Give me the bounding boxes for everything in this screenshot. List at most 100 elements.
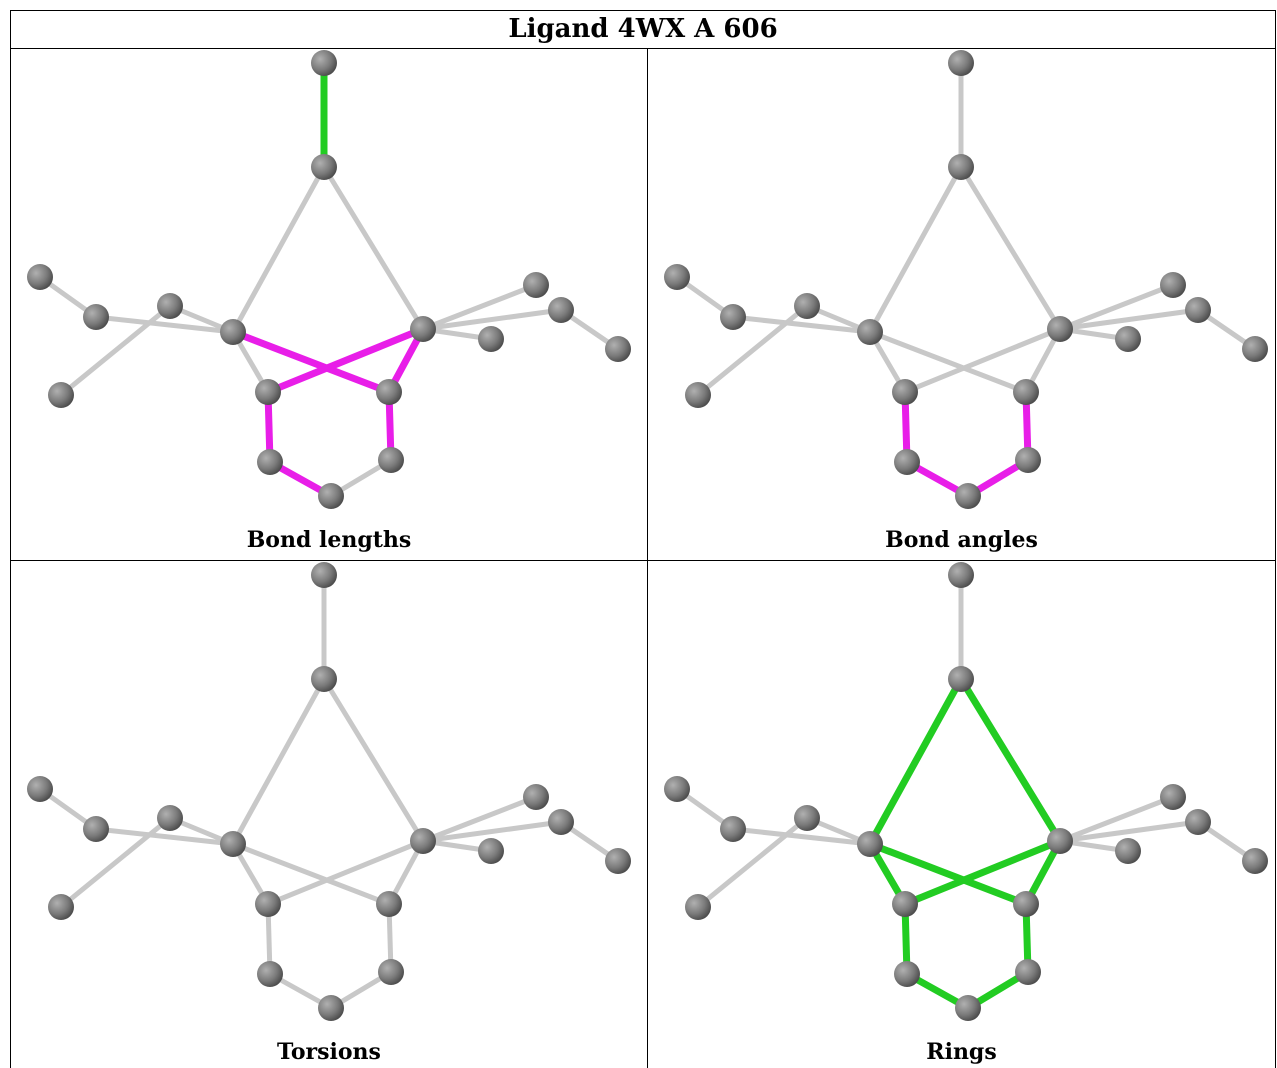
molecule-rings <box>664 562 1268 1021</box>
panel-bond-lengths: Bond lengths <box>11 49 647 560</box>
atom-15 <box>548 297 574 323</box>
molecule-torsions <box>27 562 631 1021</box>
atom-10 <box>894 449 920 475</box>
bond-1-6 <box>958 164 1063 332</box>
panel-torsions: Torsions <box>11 561 647 1068</box>
atom-6 <box>1047 316 1073 342</box>
bond-4-7 <box>695 815 810 910</box>
atom-15 <box>1185 297 1211 323</box>
atom-5 <box>857 319 883 345</box>
atom-14 <box>478 326 504 352</box>
atom-1 <box>311 154 337 180</box>
bond-1-6 <box>321 164 426 332</box>
bond-6-15 <box>1057 819 1201 844</box>
atom-4 <box>794 293 820 319</box>
atom-2 <box>664 264 690 290</box>
bond-6-15 <box>420 819 564 844</box>
atom-4 <box>157 293 183 319</box>
atom-5 <box>857 831 883 857</box>
atom-12 <box>955 483 981 509</box>
atom-7 <box>685 894 711 920</box>
bond-5-9 <box>866 840 1030 908</box>
atom-11 <box>378 447 404 473</box>
atom-15 <box>548 809 574 835</box>
atom-16 <box>1242 848 1268 874</box>
atom-14 <box>478 838 504 864</box>
bond-6-13 <box>1057 794 1176 844</box>
atom-6 <box>410 316 436 342</box>
atom-9 <box>376 379 402 405</box>
atom-13 <box>523 272 549 298</box>
bond-1-5 <box>867 164 964 335</box>
bond-4-7 <box>58 815 173 910</box>
grid-line-top <box>10 48 1276 49</box>
bond-5-9 <box>867 329 1029 395</box>
atom-0 <box>311 562 337 588</box>
bond-6-13 <box>420 794 539 844</box>
grid-line-middle <box>10 560 1276 561</box>
atom-3 <box>83 816 109 842</box>
atom-1 <box>311 666 337 692</box>
bond-1-5 <box>230 164 327 335</box>
atom-4 <box>794 805 820 831</box>
caption-bond-angles: Bond angles <box>885 527 1038 553</box>
atom-15 <box>1185 809 1211 835</box>
atom-7 <box>685 382 711 408</box>
atom-9 <box>376 891 402 917</box>
bond-1-5 <box>866 675 965 848</box>
bond-4-7 <box>695 303 810 398</box>
panel-bond-angles: Bond angles <box>648 49 1275 560</box>
bond-5-9 <box>230 841 392 907</box>
atom-2 <box>27 776 53 802</box>
bond-3-5 <box>730 826 873 847</box>
atom-6 <box>1047 828 1073 854</box>
atom-1 <box>948 154 974 180</box>
bond-1-6 <box>321 676 426 844</box>
atom-3 <box>83 304 109 330</box>
bond-6-8 <box>265 838 426 907</box>
atom-0 <box>948 562 974 588</box>
atom-5 <box>220 319 246 345</box>
bond-4-7 <box>58 303 173 398</box>
bond-6-15 <box>1057 307 1201 332</box>
atom-8 <box>255 891 281 917</box>
atom-3 <box>720 816 746 842</box>
caption-rings: Rings <box>926 1039 997 1065</box>
atom-14 <box>1115 838 1141 864</box>
atom-0 <box>311 50 337 76</box>
bond-5-9 <box>229 328 393 396</box>
grid-line-center <box>647 48 648 1068</box>
bond-3-5 <box>93 314 236 335</box>
atom-3 <box>720 304 746 330</box>
atom-5 <box>220 831 246 857</box>
bond-6-15 <box>420 307 564 332</box>
atom-12 <box>955 995 981 1021</box>
atom-7 <box>48 382 74 408</box>
atom-0 <box>948 50 974 76</box>
atom-9 <box>1013 379 1039 405</box>
bond-6-8 <box>264 325 427 396</box>
panel-rings: Rings <box>648 561 1275 1068</box>
atom-16 <box>1242 336 1268 362</box>
caption-torsions: Torsions <box>277 1039 381 1065</box>
bond-6-13 <box>1057 282 1176 332</box>
atom-11 <box>1015 959 1041 985</box>
atom-8 <box>892 379 918 405</box>
atom-12 <box>318 995 344 1021</box>
bond-3-5 <box>730 314 873 335</box>
atom-2 <box>27 264 53 290</box>
caption-bond-lengths: Bond lengths <box>246 527 412 553</box>
atom-10 <box>257 961 283 987</box>
atom-13 <box>1160 784 1186 810</box>
atom-10 <box>894 961 920 987</box>
atom-16 <box>605 848 631 874</box>
atom-4 <box>157 805 183 831</box>
bond-1-5 <box>230 676 327 847</box>
atom-14 <box>1115 326 1141 352</box>
atom-11 <box>378 959 404 985</box>
bond-6-8 <box>901 837 1064 908</box>
bond-6-13 <box>420 282 539 332</box>
atom-8 <box>255 379 281 405</box>
figure-title: Ligand 4WX A 606 <box>508 14 778 44</box>
atom-6 <box>410 828 436 854</box>
